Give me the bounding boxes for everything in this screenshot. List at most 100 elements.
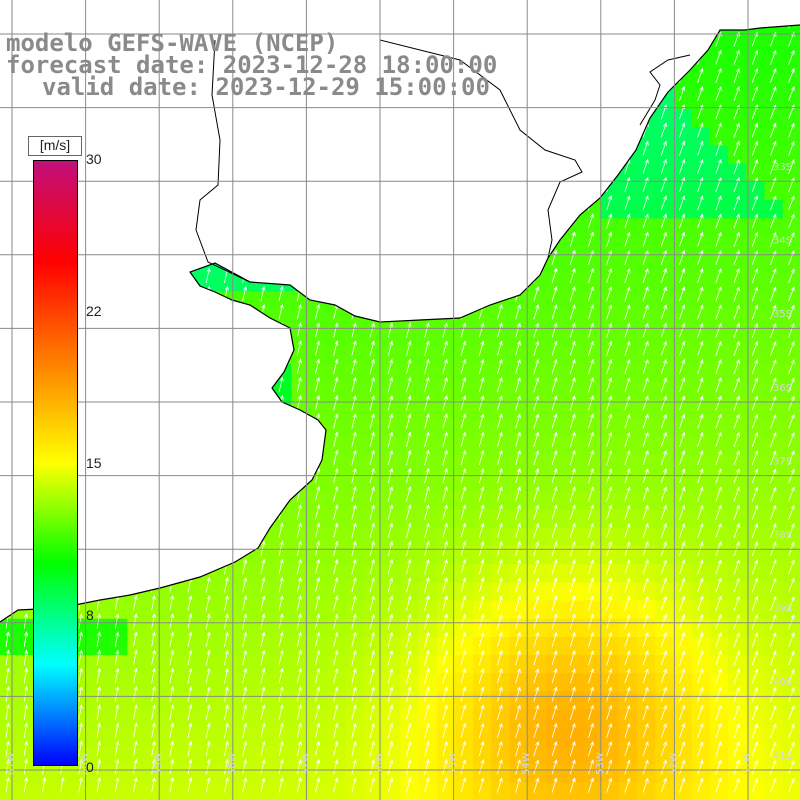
wind-arrow [569,431,576,447]
wind-arrow [660,358,667,375]
wind-arrow [460,376,467,393]
wind-arrow [205,321,211,338]
wind-arrow [770,249,777,265]
wind-arrow [114,667,120,684]
wind-arrow [315,394,321,411]
wind-arrow [733,304,740,320]
wind-arrow [733,668,740,684]
wind-arrow [478,486,485,502]
wind-arrow [751,759,759,775]
wind-arrow [660,340,667,356]
wind-arrow [352,0,357,10]
wind-arrow [78,776,83,793]
wind-arrow [715,686,722,702]
wind-arrow [588,358,594,375]
wind-arrow [114,176,120,193]
wind-arrow [387,25,394,29]
wind-arrow [770,67,777,83]
wind-arrow [315,667,321,684]
wind-arrow [733,741,740,757]
wind-arrow [442,376,448,393]
wind-arrow [169,485,175,502]
wind-arrow [133,121,138,138]
wind-arrow [733,577,740,593]
wind-arrow [406,140,412,156]
wind-arrow [224,613,229,629]
wind-arrow [478,686,485,702]
wind-arrow [96,503,102,520]
wind-arrow [660,267,667,284]
wind-arrow [569,67,576,83]
wind-arrow [679,231,686,247]
wind-arrow [315,340,321,356]
wind-arrow [642,777,649,793]
wind-arrow [205,722,211,739]
wind-arrow [387,413,394,429]
wind-arrow [205,631,211,648]
wind-arrow [96,431,102,447]
wind-arrow [296,25,302,29]
wind-arrow [551,85,558,102]
wind-arrow [751,322,759,338]
wind-arrow [588,686,594,702]
wind-arrow [151,358,156,375]
wind-arrow [406,631,412,648]
wind-arrow [660,522,667,538]
wind-arrow [625,0,630,10]
wind-arrow [278,740,284,757]
wind-arrow [205,558,211,575]
wind-arrow [515,49,521,65]
wind-arrow [187,685,193,702]
wind-arrow [297,0,301,10]
wind-arrow [224,121,229,138]
wind-arrow [78,25,83,29]
wind-arrow [387,522,394,538]
wind-arrow [242,758,248,775]
wind-arrow [660,759,667,775]
wind-arrow [679,158,686,174]
wind-arrow [114,267,120,284]
wind-arrow [278,249,284,265]
wind-arrow [169,522,175,538]
wind-arrow [606,395,613,411]
wind-arrow [424,231,430,247]
wind-arrow [224,376,229,393]
wind-arrow [624,595,631,611]
wind-arrow [497,649,503,666]
wind-arrow [460,649,467,666]
wind-arrow [733,86,740,102]
wind-arrow [23,558,29,575]
wind-arrow [133,685,138,702]
wind-arrow [333,485,339,502]
wind-arrow [114,25,120,29]
wind-arrow [497,777,503,793]
wind-arrow [788,49,795,65]
wind-arrow [442,122,448,138]
wind-arrow [224,631,229,648]
wind-arrow [315,0,319,10]
wind-arrow [78,267,83,284]
wind-arrow [642,722,649,739]
wind-arrow [6,0,10,10]
wind-arrow [315,449,321,466]
wind-arrow [715,723,722,739]
wind-arrow [624,668,631,684]
wind-arrow [424,686,430,702]
wind-arrow [369,176,375,193]
wind-arrow [751,286,759,302]
wind-arrow [406,485,412,502]
wind-arrow [315,212,321,229]
wind-arrow [406,103,412,120]
wind-arrow [516,0,521,10]
wind-arrow [515,158,521,174]
wind-arrow [296,121,302,138]
wind-arrow [497,759,503,775]
wind-arrow [715,231,722,247]
wind-arrow [23,158,29,174]
wind-arrow [697,322,704,338]
wind-arrow [460,358,467,375]
wind-arrow [351,577,357,593]
wind-arrow [333,613,339,629]
wind-arrow [551,67,558,83]
wind-arrow [606,340,613,356]
